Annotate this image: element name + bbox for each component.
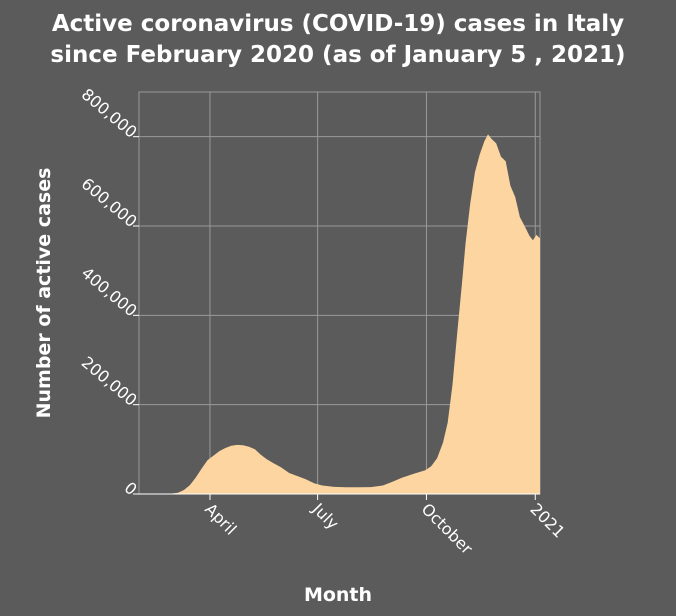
x-axis-label: Month <box>304 584 372 606</box>
x-tick-label: April <box>201 499 240 538</box>
y-axis-label: Number of active cases <box>33 168 55 419</box>
chart-title-line-2: since February 2020 (as of January 5 , 2… <box>50 42 625 68</box>
active-cases-area <box>161 134 540 494</box>
y-tick-label: 800,000 <box>78 85 141 142</box>
x-axis-ticks: April July October 2021 <box>201 494 569 558</box>
y-tick-label: 400,000 <box>78 263 141 320</box>
x-tick-label: 2021 <box>526 499 568 541</box>
chart-title-line-1: Active coronavirus (COVID-19) cases in I… <box>52 11 624 37</box>
plot-area: 0 200,000 400,000 600,000 800,000 April July O… <box>78 85 569 559</box>
y-axis-ticks: 0 200,000 400,000 600,000 800,000 <box>78 85 141 499</box>
y-tick-label: 200,000 <box>78 353 141 410</box>
x-tick-label: October <box>418 499 477 558</box>
y-tick-label: 0 <box>121 478 141 499</box>
x-tick-label: July <box>308 499 342 533</box>
y-tick-label: 600,000 <box>78 174 141 231</box>
